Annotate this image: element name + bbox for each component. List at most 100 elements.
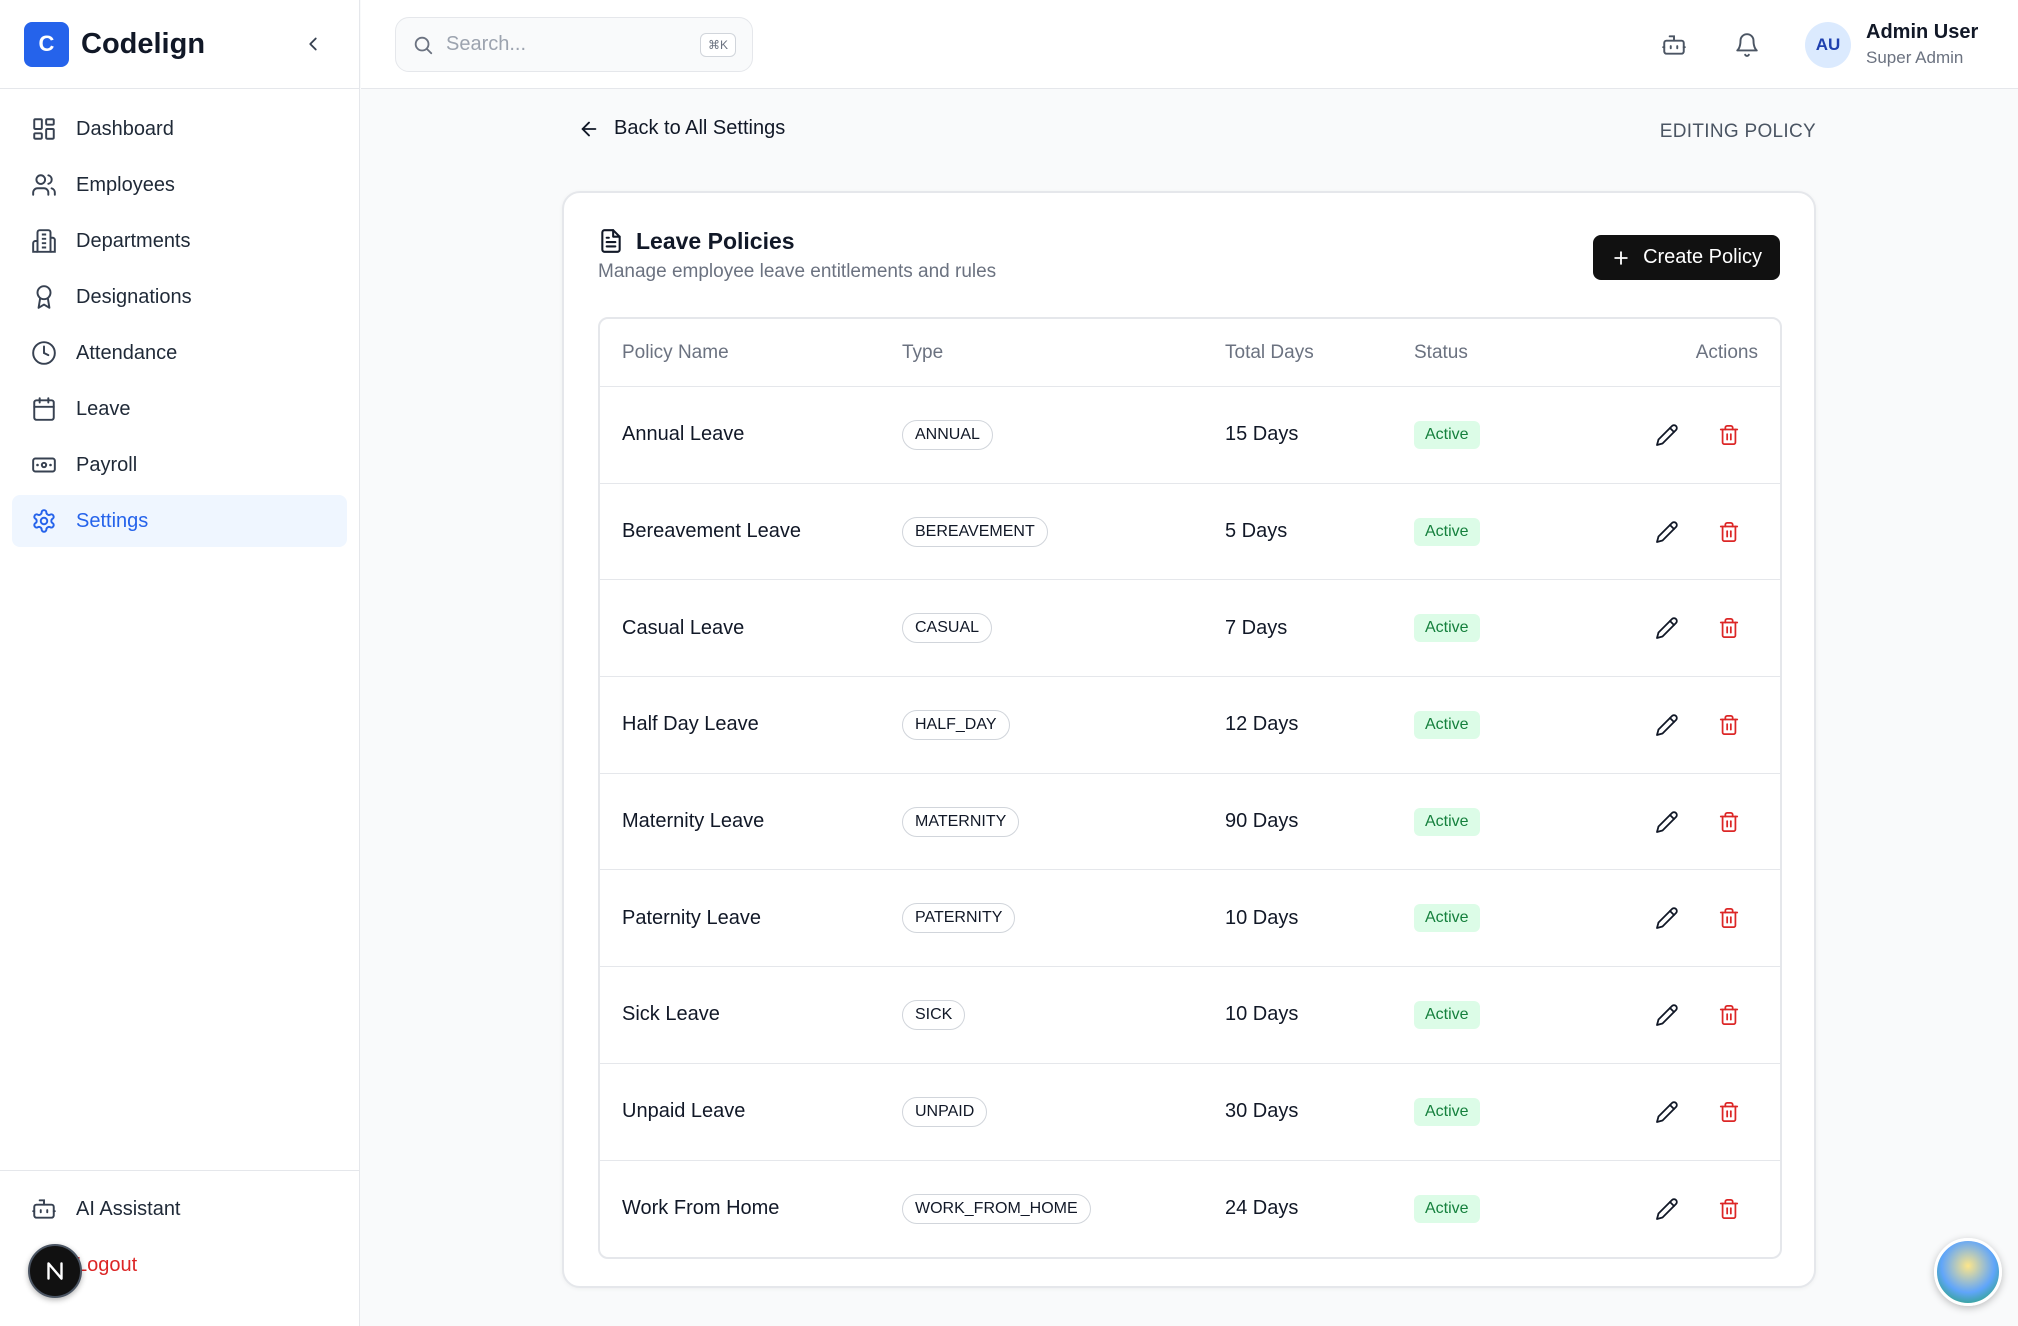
policy-type-badge: BEREAVEMENT <box>902 516 1048 547</box>
table-row[interactable]: Sick Leave SICK 10 Days Active <box>600 967 1780 1064</box>
page-mode-label: EDITING POLICY <box>1659 121 1816 142</box>
user-name[interactable]: Admin User <box>1866 21 1979 43</box>
ai-assistant-button[interactable] <box>1656 27 1692 63</box>
row-actions <box>1614 1096 1780 1128</box>
sidebar-item-label: Settings <box>76 509 149 532</box>
edit-policy-button[interactable] <box>1651 516 1683 548</box>
delete-policy-button[interactable] <box>1713 709 1745 741</box>
create-policy-button[interactable]: Create Policy <box>1593 235 1780 280</box>
pencil-icon <box>1656 907 1678 930</box>
policy-status-cell: Active <box>1414 807 1614 836</box>
edit-policy-button[interactable] <box>1651 419 1683 451</box>
table-row[interactable]: Half Day Leave HALF_DAY 12 Days Active <box>600 677 1780 774</box>
floating-assistant-badge[interactable] <box>1934 1238 2002 1306</box>
sidebar-item-settings[interactable]: Settings <box>12 495 347 547</box>
edit-policy-button[interactable] <box>1651 806 1683 838</box>
back-to-settings-link[interactable]: Back to All Settings <box>578 117 785 140</box>
table-row[interactable]: Paternity Leave PATERNITY 10 Days Active <box>600 870 1780 968</box>
policy-type-badge: HALF_DAY <box>902 709 1010 740</box>
trash-icon <box>1719 424 1739 445</box>
dashboard-icon <box>30 115 58 143</box>
table-row[interactable]: Bereavement Leave BEREAVEMENT 5 Days Act… <box>600 484 1780 581</box>
delete-policy-button[interactable] <box>1713 516 1745 548</box>
sidebar-item-departments[interactable]: Departments <box>12 215 347 267</box>
edit-policy-button[interactable] <box>1651 1096 1683 1128</box>
table-row[interactable]: Work From Home WORK_FROM_HOME 24 Days Ac… <box>600 1161 1780 1258</box>
status-badge: Active <box>1414 1000 1480 1029</box>
search-placeholder: Search... <box>446 33 527 55</box>
policy-status-cell: Active <box>1414 904 1614 933</box>
edit-policy-button[interactable] <box>1651 902 1683 934</box>
table-row[interactable]: Casual Leave CASUAL 7 Days Active <box>600 580 1780 678</box>
policy-name: Maternity Leave <box>622 810 765 833</box>
sidebar-item-dashboard[interactable]: Dashboard <box>12 103 347 155</box>
avatar[interactable]: AU <box>1805 22 1851 68</box>
column-header-status[interactable]: Status <box>1414 341 1468 363</box>
trash-icon <box>1719 811 1739 832</box>
delete-policy-button[interactable] <box>1713 806 1745 838</box>
delete-policy-button[interactable] <box>1713 1193 1745 1225</box>
delete-policy-button[interactable] <box>1713 419 1745 451</box>
edit-policy-button[interactable] <box>1651 1193 1683 1225</box>
delete-policy-button[interactable] <box>1713 1096 1745 1128</box>
policy-type-cell: ANNUAL <box>902 419 1225 450</box>
status-badge: Active <box>1414 1097 1480 1126</box>
sidebar-item-label: Departments <box>76 229 191 252</box>
table-row[interactable]: Maternity Leave MATERNITY 90 Days Active <box>600 774 1780 871</box>
framework-dev-badge[interactable] <box>28 1244 82 1298</box>
policy-type-cell: UNPAID <box>902 1096 1225 1127</box>
sidebar: C Codelign Dashboard Employees Departmen… <box>0 0 360 1326</box>
sidebar-item-label: Designations <box>76 285 192 308</box>
sidebar-item-attendance[interactable]: Attendance <box>12 327 347 379</box>
edit-policy-button[interactable] <box>1651 709 1683 741</box>
collapse-sidebar-button[interactable] <box>295 26 331 62</box>
notifications-button[interactable] <box>1729 27 1765 63</box>
row-actions <box>1614 806 1780 838</box>
row-actions <box>1614 612 1780 644</box>
users-icon <box>30 171 58 199</box>
policy-type-cell: WORK_FROM_HOME <box>902 1193 1225 1224</box>
edit-policy-button[interactable] <box>1651 612 1683 644</box>
table-row[interactable]: Annual Leave ANNUAL 15 Days Active <box>600 387 1780 484</box>
policy-type-cell: MATERNITY <box>902 806 1225 837</box>
policy-type-cell: BEREAVEMENT <box>902 516 1225 547</box>
search-icon <box>414 36 433 54</box>
sidebar-item-logout[interactable]: Logout <box>12 1239 347 1291</box>
policy-type-badge: SICK <box>902 999 966 1030</box>
delete-policy-button[interactable] <box>1713 999 1745 1031</box>
pencil-icon <box>1656 1004 1678 1026</box>
delete-policy-button[interactable] <box>1713 902 1745 934</box>
pencil-icon <box>1656 810 1678 833</box>
policy-name: Bereavement Leave <box>622 520 802 543</box>
search-input[interactable]: Search... ⌘K <box>395 17 753 72</box>
column-header-type[interactable]: Type <box>902 341 944 363</box>
policy-status-cell: Active <box>1414 420 1614 449</box>
sidebar-item-payroll[interactable]: Payroll <box>12 439 347 491</box>
column-header-policy-name[interactable]: Policy Name <box>622 341 729 363</box>
clock-icon <box>30 339 58 367</box>
brand-name[interactable]: Codelign <box>81 27 206 60</box>
policy-type-cell: HALF_DAY <box>902 709 1225 740</box>
delete-policy-button[interactable] <box>1713 612 1745 644</box>
policy-total-days: 15 Days <box>1225 423 1299 446</box>
pencil-icon <box>1656 1198 1678 1220</box>
sidebar-item-designations[interactable]: Designations <box>12 271 347 323</box>
pencil-icon <box>1656 714 1678 736</box>
table-header: Policy Name Type Total Days Status Actio… <box>600 319 1780 387</box>
sidebar-item-employees[interactable]: Employees <box>12 159 347 211</box>
award-icon <box>30 283 58 311</box>
brand-logo[interactable]: C <box>24 21 69 67</box>
policy-name: Half Day Leave <box>622 713 759 736</box>
user-role: Super Admin <box>1866 48 1964 67</box>
policy-type-cell: SICK <box>902 999 1225 1030</box>
topbar: Search... ⌘K AU Admin User Super Admin <box>361 0 2018 89</box>
edit-policy-button[interactable] <box>1651 999 1683 1031</box>
sidebar-item-leave[interactable]: Leave <box>12 383 347 435</box>
pencil-icon <box>1656 520 1678 543</box>
column-header-total-days[interactable]: Total Days <box>1225 341 1314 363</box>
sidebar-item-ai-assistant[interactable]: AI Assistant <box>12 1183 347 1235</box>
table-row[interactable]: Unpaid Leave UNPAID 30 Days Active <box>600 1064 1780 1161</box>
policy-status-cell: Active <box>1414 614 1614 643</box>
policy-name: Work From Home <box>622 1197 780 1220</box>
arrow-left-icon <box>581 121 597 136</box>
